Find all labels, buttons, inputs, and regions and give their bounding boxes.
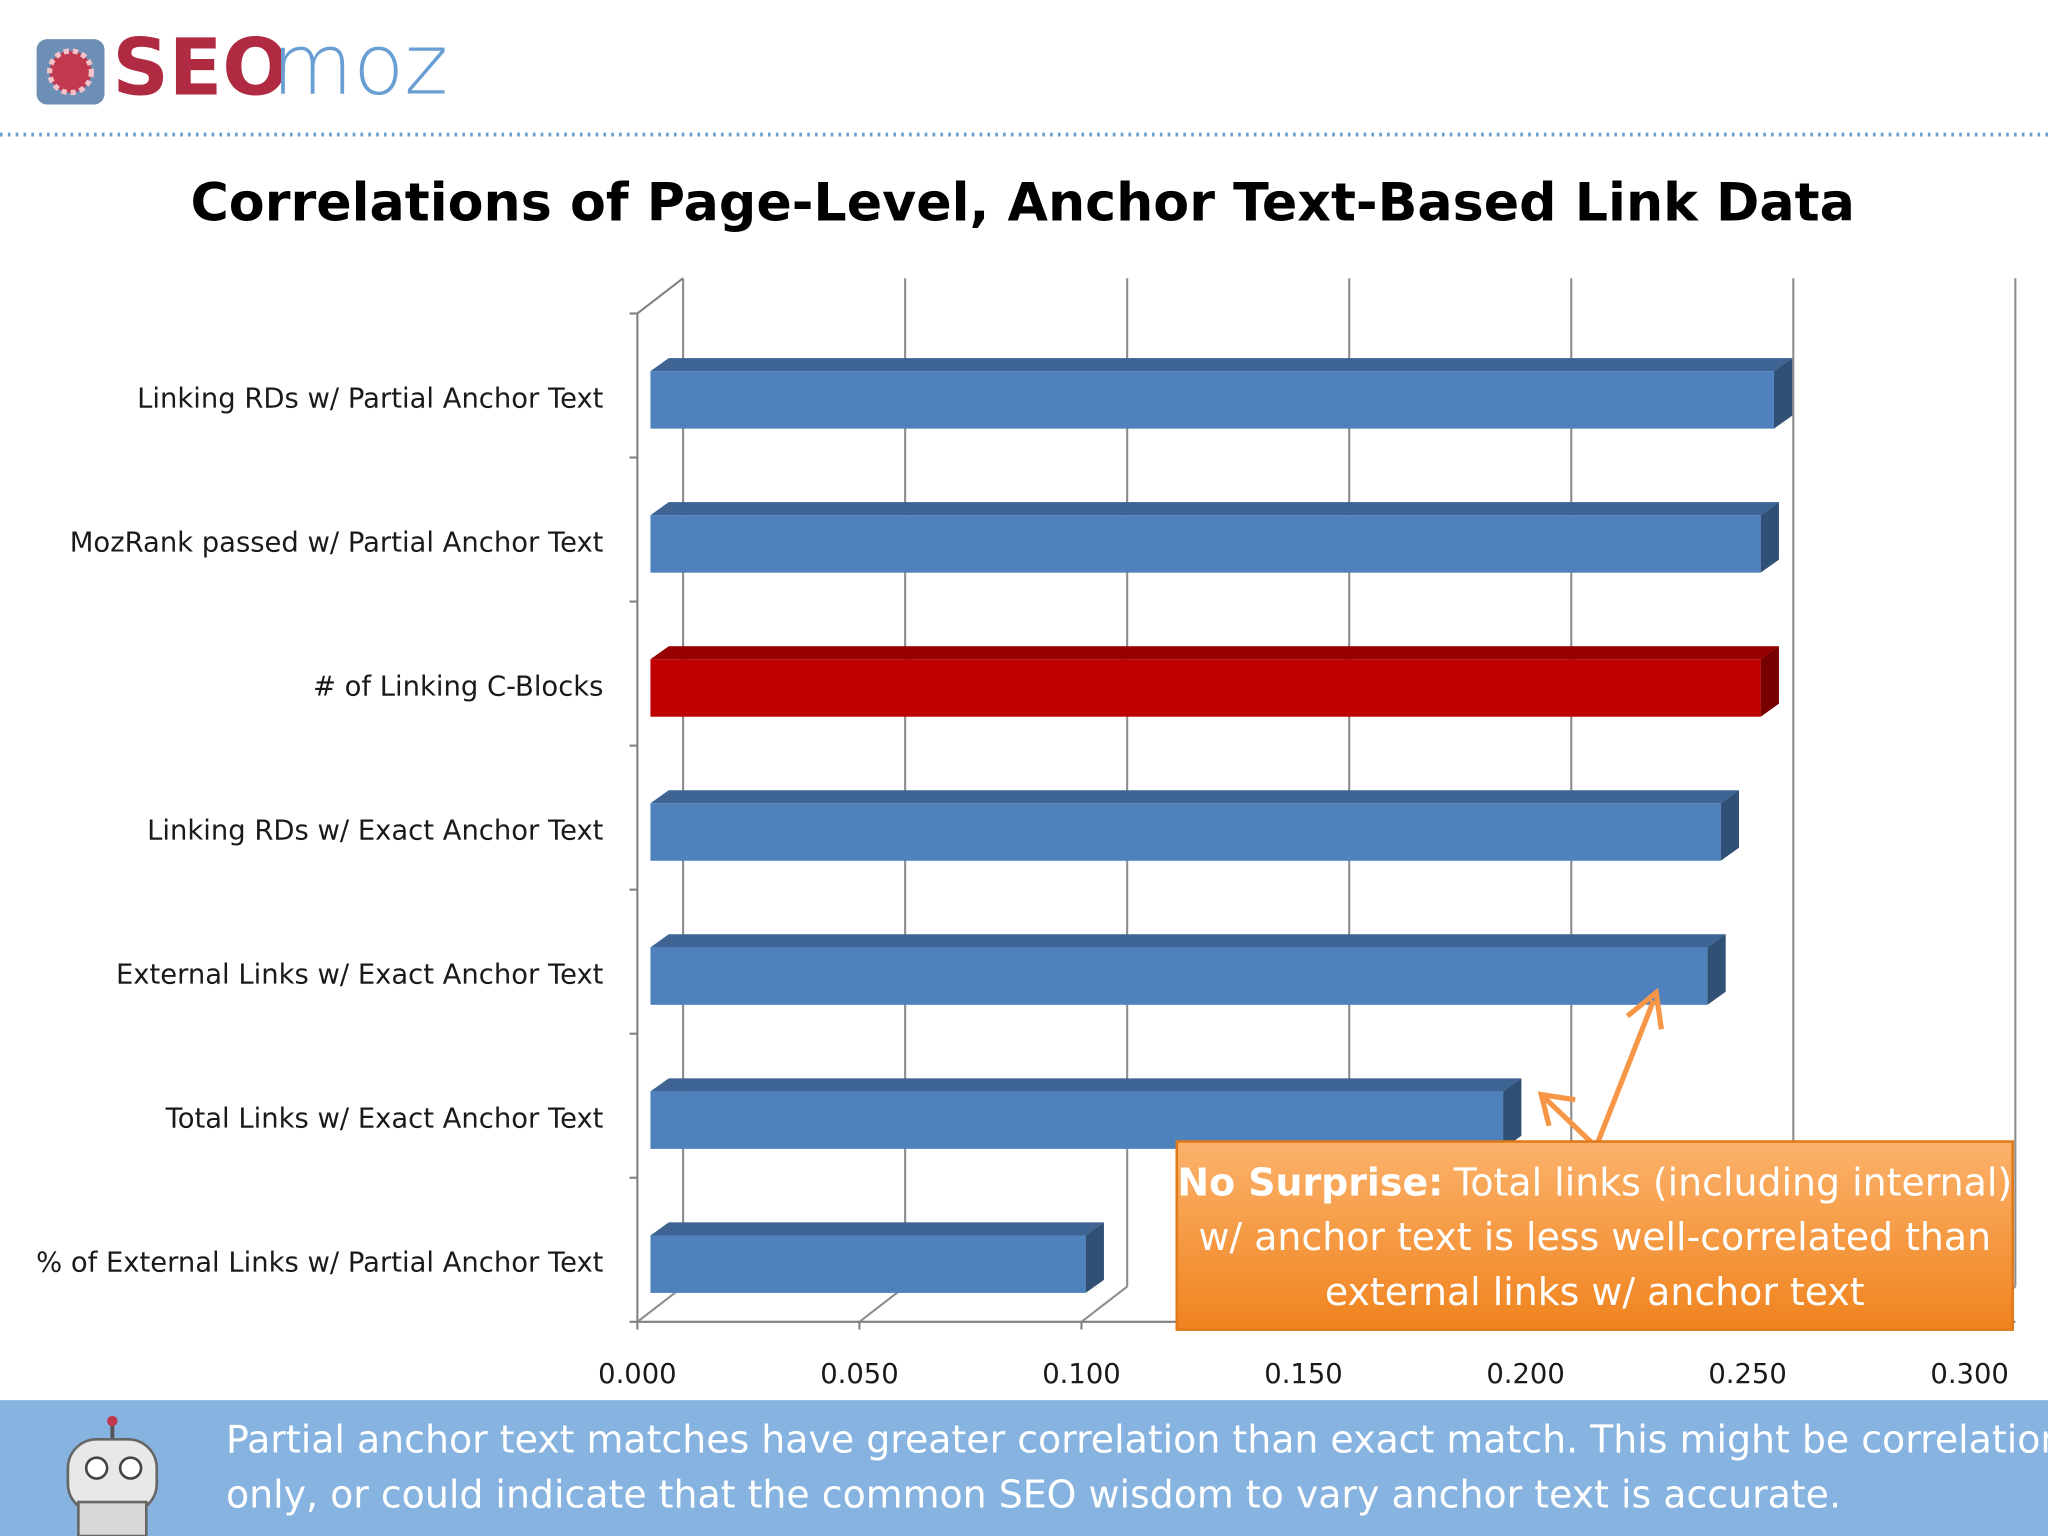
- bar: [650, 1091, 1504, 1149]
- bar-top-shade: [650, 646, 1779, 660]
- bar-top: [650, 502, 1779, 516]
- plot: 0.000 0.050 0.100 0.150 0.200 0.250 0.300 Linki…: [36, 277, 2017, 1390]
- bar-top-shade: [650, 934, 1726, 948]
- bar: [650, 803, 1721, 861]
- y-tick-label: MozRank passed w/ Partial Anchor Text: [70, 527, 604, 558]
- bar-side-shade: [1085, 1222, 1104, 1293]
- bar-top: [650, 358, 1793, 372]
- y-tick-label: % of External Links w/ Partial Anchor Te…: [36, 1248, 604, 1279]
- x-tick-label: 0.000: [598, 1359, 676, 1390]
- logo-moz: moz: [272, 16, 448, 114]
- x-tick-label: 0.300: [1930, 1359, 2008, 1390]
- arrow: [1593, 999, 1656, 1148]
- bar: [650, 1235, 1086, 1293]
- y-tick-label: Total Links w/ Exact Anchor Text: [165, 1104, 604, 1135]
- bar-top: [650, 934, 1726, 948]
- bar-side: [1503, 1078, 1522, 1149]
- bar-top: [650, 646, 1779, 660]
- x-tick-label: 0.200: [1486, 1359, 1564, 1390]
- bar: [650, 947, 1708, 1005]
- arrow-head: [1625, 987, 1664, 1030]
- annotation-heading: No Surprise:: [1177, 1160, 1443, 1204]
- bar-side-shade: [1760, 646, 1779, 717]
- x-tick-label: 0.100: [1042, 1359, 1120, 1390]
- bar-side-shade: [1503, 1078, 1522, 1149]
- bar-side-shade: [1760, 502, 1779, 573]
- annotation: No Surprise: Total links (including inter…: [1175, 987, 2015, 1331]
- floor-line: [1080, 1285, 1128, 1323]
- bar-side: [1085, 1222, 1104, 1293]
- logo-seo: SEO: [112, 23, 289, 114]
- bar-top-shade: [650, 790, 1739, 804]
- logo: SEO moz: [36, 16, 448, 114]
- bar-side-shade: [1720, 790, 1739, 861]
- bar-side-shade: [1773, 358, 1793, 429]
- bar-top-shade: [650, 1222, 1104, 1236]
- bar-top: [650, 1078, 1522, 1092]
- robot-icon: [66, 1415, 159, 1536]
- footer-text: Partial anchor text matches have greater…: [226, 1417, 2048, 1461]
- bar-top-shade: [650, 358, 1793, 372]
- logo-gear: [47, 48, 95, 96]
- chart-title: Correlations of Page-Level, Anchor Text-…: [190, 173, 1854, 233]
- y-tick-label: External Links w/ Exact Anchor Text: [116, 960, 604, 991]
- bar-top-shade: [650, 502, 1779, 516]
- footer-text: only, or could indicate that the common …: [226, 1472, 1841, 1516]
- annotation-text: Total links (including internal): [1453, 1160, 2012, 1204]
- bar-top-shade: [650, 1078, 1522, 1092]
- arrow-head: [1537, 1091, 1576, 1127]
- y-tick-label: Linking RDs w/ Partial Anchor Text: [137, 383, 604, 414]
- y-tick-label: Linking RDs w/ Exact Anchor Text: [147, 816, 604, 847]
- footer-band: [0, 1400, 2048, 1536]
- bar-top: [650, 1222, 1104, 1236]
- x-tick-label: 0.050: [820, 1359, 898, 1390]
- bar: [650, 659, 1761, 717]
- annotation-line: No Surprise: Total links (including inter…: [1177, 1160, 2012, 1204]
- annotation-box: [1175, 1140, 2015, 1331]
- footer: Partial anchor text matches have greater…: [0, 1400, 2048, 1536]
- bar-side: [1760, 502, 1779, 573]
- y-tick-label: # of Linking C-Blocks: [313, 671, 603, 702]
- bar-side: [1773, 358, 1793, 429]
- arrow: [1542, 1095, 1598, 1149]
- annotation-line: w/ anchor text is less well-correlated t…: [1198, 1215, 1991, 1259]
- bar-side: [1760, 646, 1779, 717]
- annotation-line: external links w/ anchor text: [1325, 1270, 1865, 1314]
- bar-side: [1720, 790, 1739, 861]
- x-tick-label: 0.150: [1264, 1359, 1342, 1390]
- bar: [650, 371, 1774, 429]
- bar: [650, 515, 1761, 573]
- x-tick-label: 0.250: [1708, 1359, 1786, 1390]
- wall-edge: [636, 277, 684, 315]
- bar-side-shade: [1707, 934, 1726, 1005]
- bar-side: [1707, 934, 1726, 1005]
- bar-top: [650, 790, 1739, 804]
